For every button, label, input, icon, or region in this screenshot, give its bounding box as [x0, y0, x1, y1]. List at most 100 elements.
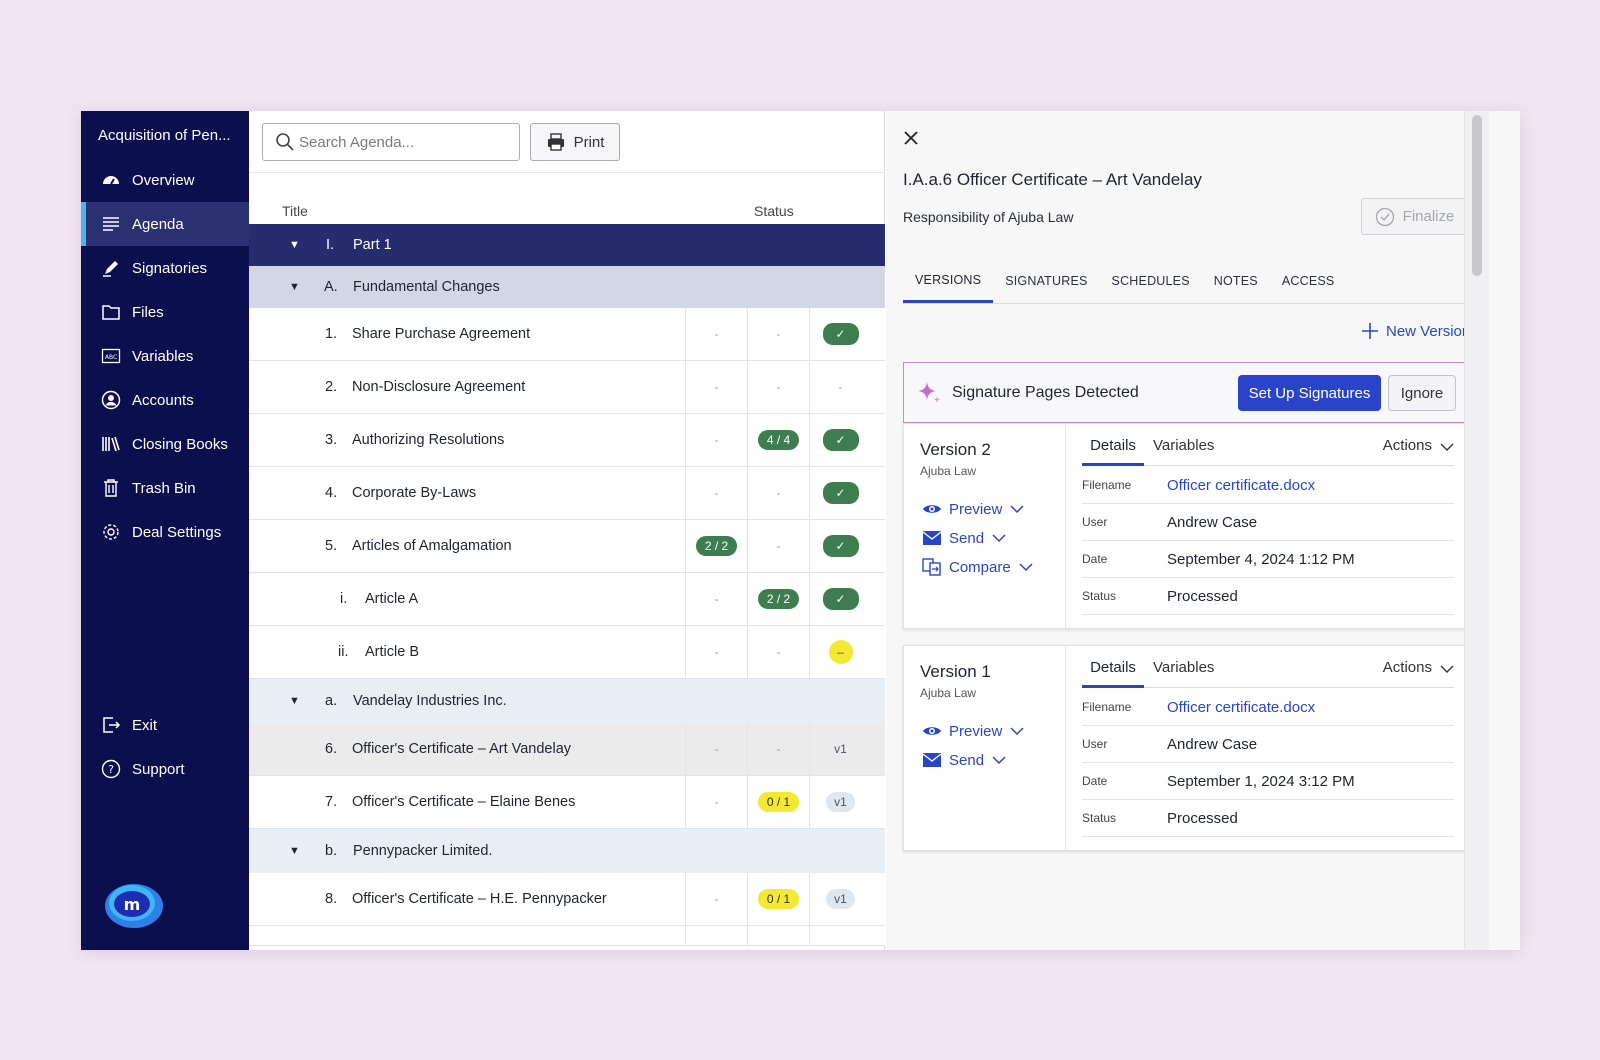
status-cell: - — [685, 626, 747, 678]
agenda-group-row[interactable]: ▼ a. Vandelay Industries Inc. — [249, 679, 885, 723]
row-number: 4. — [325, 485, 338, 501]
agenda-item-row[interactable]: 5. Articles of Amalgamation 2 / 2 - ✓ — [249, 520, 885, 573]
print-button[interactable]: Print — [530, 123, 620, 161]
sidebar-item-support[interactable]: ? Support — [81, 747, 249, 791]
column-header-title[interactable]: Title — [282, 203, 308, 219]
sidebar-item-files[interactable]: Files — [81, 290, 249, 334]
agenda-item-row[interactable]: 2. Non-Disclosure Agreement - - - — [249, 361, 885, 414]
svg-text:ABC: ABC — [105, 354, 117, 361]
signature-count-badge[interactable]: 0 / 1 — [757, 792, 800, 812]
preview-button[interactable]: Preview — [922, 500, 1024, 518]
agenda-item-row[interactable]: 4. Corporate By-Laws - - ✓ — [249, 467, 885, 520]
version-badge[interactable]: v1 — [826, 889, 855, 909]
status-cell: - — [685, 308, 747, 360]
pending-status-icon[interactable]: – — [828, 640, 853, 664]
signature-count-badge[interactable]: 2 / 2 — [695, 536, 738, 556]
signature-count-badge[interactable]: 4 / 4 — [757, 430, 800, 450]
close-icon[interactable] — [902, 129, 920, 147]
check-icon[interactable]: ✓ — [822, 535, 859, 557]
agenda-group-row[interactable]: ▼ I. Part 1 — [249, 224, 885, 266]
ignore-button[interactable]: Ignore — [1388, 375, 1456, 411]
tab-access[interactable]: ACCESS — [1281, 274, 1335, 288]
collapse-caret-icon[interactable]: ▼ — [289, 281, 300, 293]
agenda-item-row[interactable]: 8. Officer's Certificate – H.E. Pennypac… — [249, 873, 885, 926]
check-icon[interactable]: ✓ — [822, 323, 859, 345]
scrollbar-thumb[interactable] — [1472, 115, 1482, 276]
sidebar-item-agenda[interactable]: Agenda — [81, 202, 249, 246]
tab-details[interactable]: Details — [1082, 658, 1144, 688]
sidebar-item-accounts[interactable]: Accounts — [81, 378, 249, 422]
scrollbar[interactable] — [1464, 111, 1489, 950]
status-cell: - — [685, 467, 747, 519]
row-title: Pennypacker Limited. — [353, 843, 493, 859]
set-up-signatures-button[interactable]: Set Up Signatures — [1238, 375, 1381, 411]
send-button[interactable]: Send — [922, 751, 1006, 769]
sidebar-item-exit[interactable]: Exit — [81, 703, 249, 747]
row-number: 5. — [325, 538, 338, 554]
tab-schedules[interactable]: SCHEDULES — [1111, 274, 1190, 288]
collapse-caret-icon[interactable]: ▼ — [289, 239, 300, 251]
printer-icon — [547, 133, 564, 151]
search-input[interactable] — [299, 133, 499, 151]
status-empty: - — [714, 795, 719, 809]
status-empty: - — [714, 892, 719, 906]
sidebar-item-variables[interactable]: ABC Variables — [81, 334, 249, 378]
finalize-button[interactable]: Finalize — [1361, 198, 1468, 235]
status-cell: - — [809, 361, 871, 413]
sidebar-item-overview[interactable]: Overview — [81, 158, 249, 202]
tab-variables[interactable]: Variables — [1153, 437, 1215, 454]
detail-tabs: VERSIONS SIGNATURES SCHEDULES NOTES ACCE… — [903, 259, 1468, 304]
agenda-item-row[interactable]: 3. Authorizing Resolutions - 4 / 4 ✓ — [249, 414, 885, 467]
search-box[interactable] — [262, 123, 520, 161]
status-cell: 0 / 1 — [747, 776, 809, 828]
app-window: Acquisition of Pen... Overview Agenda Si… — [81, 111, 1520, 950]
tab-versions[interactable]: VERSIONS — [903, 259, 994, 303]
sidebar-item-signatories[interactable]: Signatories — [81, 246, 249, 290]
tab-details[interactable]: Details — [1082, 436, 1144, 466]
agenda-item-row-selected[interactable]: 6. Officer's Certificate – Art Vandelay … — [249, 723, 885, 776]
check-icon[interactable]: ✓ — [822, 588, 859, 610]
sidebar-item-trash-bin[interactable]: Trash Bin — [81, 466, 249, 510]
filename-link[interactable]: Officer certificate.docx — [1167, 698, 1316, 716]
agenda-item-row[interactable]: 7. Officer's Certificate – Elaine Benes … — [249, 776, 885, 829]
version-badge[interactable]: v1 — [834, 742, 847, 756]
signature-count-badge[interactable]: 0 / 1 — [757, 889, 800, 909]
preview-button[interactable]: Preview — [922, 722, 1024, 740]
agenda-item-row[interactable] — [249, 926, 885, 946]
check-icon[interactable]: ✓ — [822, 429, 859, 451]
filename-link[interactable]: Officer certificate.docx — [1167, 476, 1316, 494]
deal-title[interactable]: Acquisition of Pen... — [98, 127, 231, 144]
preview-label: Preview — [949, 722, 1003, 740]
check-icon[interactable]: ✓ — [822, 482, 859, 504]
field-filename: Filename Officer certificate.docx — [1082, 467, 1454, 504]
tab-variables[interactable]: Variables — [1153, 659, 1215, 676]
agenda-group-row[interactable]: ▼ A. Fundamental Changes — [249, 266, 885, 308]
agenda-item-row[interactable]: 1. Share Purchase Agreement - - ✓ — [249, 308, 885, 361]
collapse-caret-icon[interactable]: ▼ — [289, 845, 300, 857]
status-cell: - — [685, 414, 747, 466]
sidebar-item-deal-settings[interactable]: Deal Settings — [81, 510, 249, 554]
sidebar-item-label: Signatories — [132, 259, 208, 277]
sidebar-item-label: Deal Settings — [132, 523, 222, 541]
actions-dropdown[interactable]: Actions — [1383, 436, 1454, 454]
signature-count-badge[interactable]: 2 / 2 — [757, 589, 800, 609]
tab-notes[interactable]: NOTES — [1213, 274, 1258, 288]
tab-signatures[interactable]: SIGNATURES — [1005, 274, 1088, 288]
send-button[interactable]: Send — [922, 529, 1006, 547]
agenda-item-row[interactable]: i. Article A - 2 / 2 ✓ — [249, 573, 885, 626]
user-circle-icon — [100, 390, 122, 410]
row-title: Articles of Amalgamation — [352, 538, 512, 554]
column-header-status[interactable]: Status — [754, 203, 794, 219]
row-number: b. — [325, 843, 338, 859]
agenda-group-row[interactable]: ▼ b. Pennypacker Limited. — [249, 829, 885, 873]
sidebar-item-closing-books[interactable]: Closing Books — [81, 422, 249, 466]
compare-button[interactable]: Compare — [922, 558, 1033, 576]
envelope-icon — [922, 531, 942, 545]
agenda-item-row[interactable]: ii. Article B - - – — [249, 626, 885, 679]
actions-dropdown[interactable]: Actions — [1383, 658, 1454, 676]
list-icon — [100, 214, 122, 234]
detail-pane: I.A.a.6 Officer Certificate – Art Vandel… — [886, 111, 1520, 950]
version-badge[interactable]: v1 — [826, 792, 855, 812]
new-version-button[interactable]: New Version — [1361, 322, 1470, 340]
collapse-caret-icon[interactable]: ▼ — [289, 695, 300, 707]
